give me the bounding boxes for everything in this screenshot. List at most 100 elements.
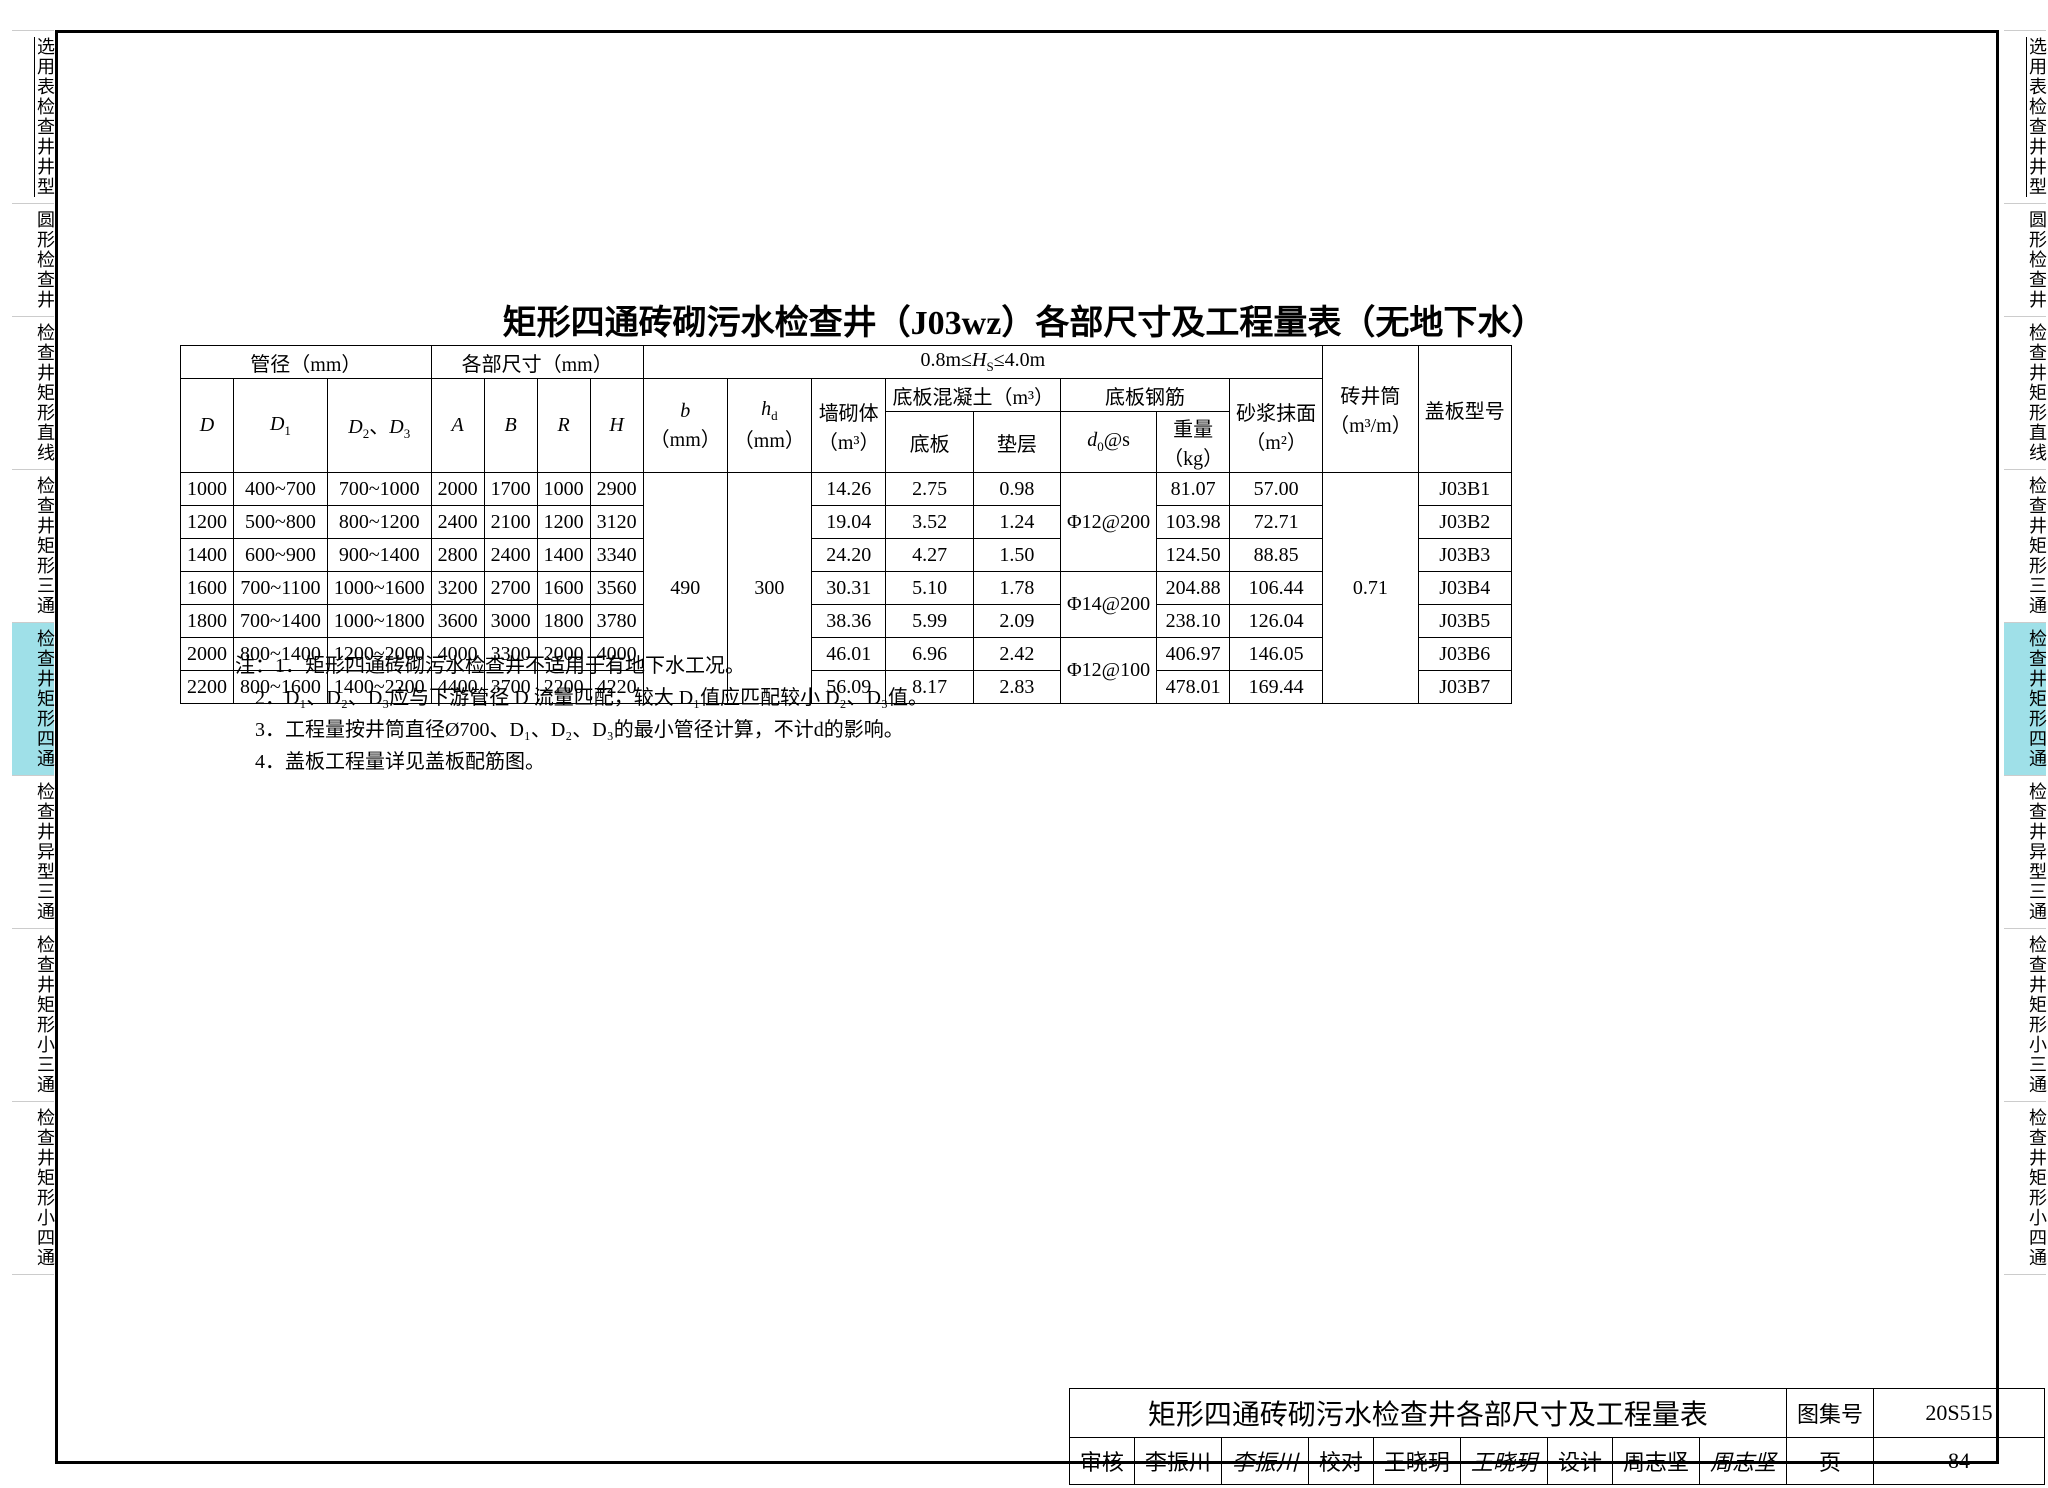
th-A: A — [431, 379, 484, 473]
tb-设计-sig: 周志坚 — [1699, 1438, 1786, 1485]
tb-校对-name: 王晓玥 — [1373, 1438, 1460, 1485]
table-cell: 3780 — [590, 605, 643, 638]
table-cell: 3000 — [484, 605, 537, 638]
table-cell: J03B5 — [1418, 605, 1511, 638]
th-rebar: 底板钢筋 — [1061, 379, 1230, 412]
table-cell: 24.20 — [811, 539, 886, 572]
side-tab[interactable]: 选用表检查井井型 — [2004, 30, 2046, 204]
table-cell: 2.75 — [886, 473, 973, 506]
table-cell: 204.88 — [1157, 572, 1230, 605]
tb-page-label: 页 — [1786, 1438, 1873, 1485]
page-title: 矩形四通砖砌污水检查井（J03wz）各部尺寸及工程量表（无地下水） — [0, 295, 2048, 344]
table-cell: 106.44 — [1230, 572, 1323, 605]
table-cell: 30.31 — [811, 572, 886, 605]
table-cell: 1400 — [537, 539, 590, 572]
table-cell: 81.07 — [1157, 473, 1230, 506]
tb-校对: 校对 — [1308, 1438, 1373, 1485]
table-cell: 2900 — [590, 473, 643, 506]
table-cell: 478.01 — [1157, 671, 1230, 704]
table-row: 1600700~11001000~1600320027001600356030.… — [181, 572, 1512, 605]
table-cell: 38.36 — [811, 605, 886, 638]
table-cell: 600~900 — [234, 539, 328, 572]
table-cell: 124.50 — [1157, 539, 1230, 572]
table-cell: 1200 — [537, 506, 590, 539]
table-cell: 1000~1800 — [327, 605, 431, 638]
table-row: 1800700~14001000~1800360030001800378038.… — [181, 605, 1512, 638]
table-cell: 2100 — [484, 506, 537, 539]
tb-审核-sig: 李振川 — [1221, 1438, 1308, 1485]
table-cell: 146.05 — [1230, 638, 1323, 671]
tb-审核-name: 李振川 — [1134, 1438, 1221, 1485]
th-pipe-dia: 管径（mm） — [181, 346, 432, 379]
table-cell: 238.10 — [1157, 605, 1230, 638]
tb-set-label: 图集号 — [1786, 1389, 1873, 1438]
table-row: 1000400~700700~1000200017001000290049030… — [181, 473, 1512, 506]
table-cell: 1400 — [181, 539, 234, 572]
tb-设计: 设计 — [1547, 1438, 1612, 1485]
th-conc1: 底板 — [886, 412, 973, 473]
side-tab[interactable]: 检查井矩形小三通 — [2004, 929, 2046, 1102]
table-cell: 700~1100 — [234, 572, 328, 605]
tb-设计-name: 周志坚 — [1612, 1438, 1699, 1485]
table-cell: 72.71 — [1230, 506, 1323, 539]
table-cell: 3200 — [431, 572, 484, 605]
table-cell: 1600 — [181, 572, 234, 605]
table-cell: 2400 — [484, 539, 537, 572]
table-row: 1200500~800800~1200240021001200312019.04… — [181, 506, 1512, 539]
table-cell: 1000 — [181, 473, 234, 506]
th-conc: 底板混凝土（m³） — [886, 379, 1061, 412]
table-cell: 57.00 — [1230, 473, 1323, 506]
table-cell: 3120 — [590, 506, 643, 539]
table-cell: 3560 — [590, 572, 643, 605]
table-cell: 4.27 — [886, 539, 973, 572]
tb-name: 矩形四通砖砌污水检查井各部尺寸及工程量表 — [1069, 1389, 1786, 1438]
table-cell: Φ12@200 — [1061, 473, 1157, 572]
table-cell: 2000 — [431, 473, 484, 506]
tb-page-no: 84 — [1874, 1438, 2045, 1485]
th-ds: d0@s — [1061, 412, 1157, 473]
table-cell: 2000 — [181, 638, 234, 671]
th-R: R — [537, 379, 590, 473]
table-cell: Φ14@200 — [1061, 572, 1157, 638]
th-b: b（mm） — [643, 379, 727, 473]
table-cell: 2700 — [484, 572, 537, 605]
table-cell: 2400 — [431, 506, 484, 539]
side-tab[interactable]: 选用表检查井井型 — [12, 30, 54, 204]
th-B: B — [484, 379, 537, 473]
table-cell: 5.99 — [886, 605, 973, 638]
table-cell: 700~1400 — [234, 605, 328, 638]
table-cell: 406.97 — [1157, 638, 1230, 671]
side-tab[interactable]: 检查井矩形四通 — [12, 623, 54, 776]
side-tab[interactable]: 检查井矩形三通 — [2004, 470, 2046, 623]
table-cell: 800~1200 — [327, 506, 431, 539]
table-cell: J03B4 — [1418, 572, 1511, 605]
table-cell: J03B7 — [1418, 671, 1511, 704]
side-tab[interactable]: 检查井矩形小四通 — [12, 1102, 54, 1275]
table-cell: 1.78 — [973, 572, 1060, 605]
table-cell: 5.10 — [886, 572, 973, 605]
table-cell: 2200 — [181, 671, 234, 704]
table-cell: 1800 — [537, 605, 590, 638]
side-tab[interactable]: 检查井矩形小四通 — [2004, 1102, 2046, 1275]
notes: 注：1．矩形四通砖砌污水检查井不适用于有地下水工况。 2．D₁、D₂、D₃应与下… — [235, 650, 928, 778]
table-cell: 2800 — [431, 539, 484, 572]
table-cell: J03B3 — [1418, 539, 1511, 572]
side-tab[interactable]: 检查井矩形三通 — [12, 470, 54, 623]
side-tab[interactable]: 检查井异型三通 — [12, 776, 54, 929]
side-tab[interactable]: 检查井异型三通 — [2004, 776, 2046, 929]
side-tabs-right: 选用表检查井井型圆形检查井检查井矩形直线检查井矩形三通检查井矩形四通检查井异型三… — [2004, 30, 2046, 1275]
table-cell: 2.83 — [973, 671, 1060, 704]
table-row: 1400600~900900~1400280024001400334024.20… — [181, 539, 1512, 572]
tb-set-no: 20S515 — [1874, 1389, 2045, 1438]
side-tab[interactable]: 检查井矩形四通 — [2004, 623, 2046, 776]
table-cell: 88.85 — [1230, 539, 1323, 572]
table-cell: 1.24 — [973, 506, 1060, 539]
table-cell: 3340 — [590, 539, 643, 572]
table-cell: 103.98 — [1157, 506, 1230, 539]
side-tab[interactable]: 检查井矩形小三通 — [12, 929, 54, 1102]
table-cell: 2.42 — [973, 638, 1060, 671]
table-cell: J03B6 — [1418, 638, 1511, 671]
table-cell: 169.44 — [1230, 671, 1323, 704]
table-cell: 126.04 — [1230, 605, 1323, 638]
table-cell: J03B1 — [1418, 473, 1511, 506]
